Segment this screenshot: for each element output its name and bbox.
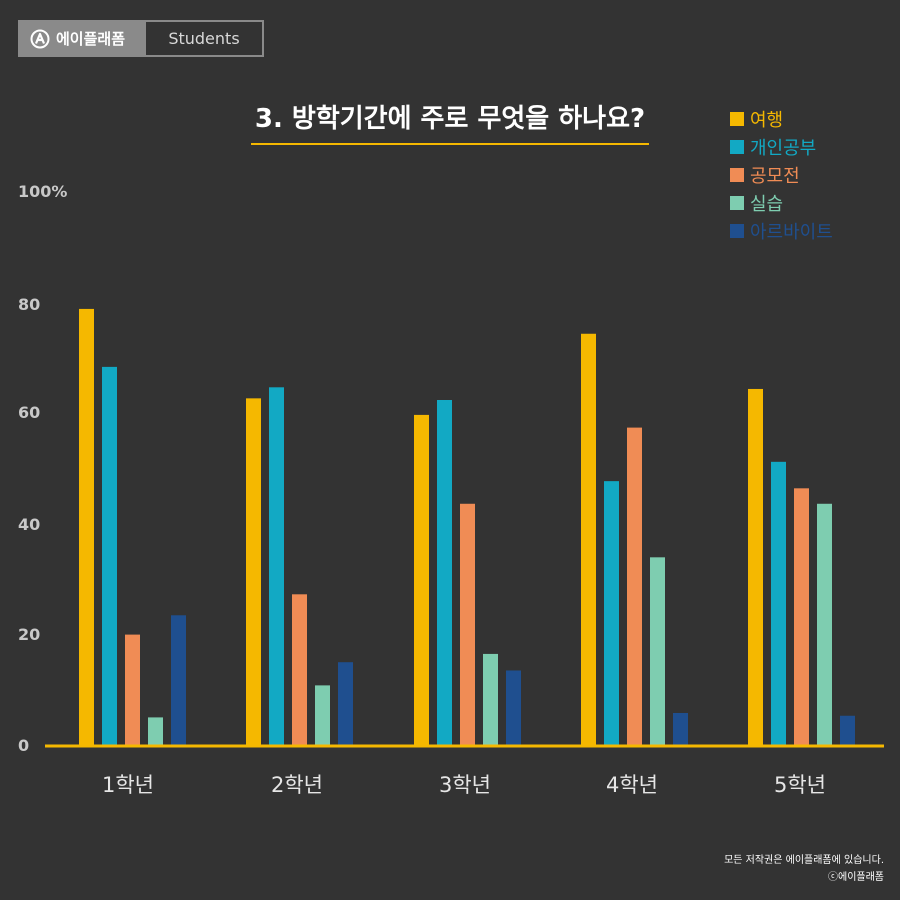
legend-swatch <box>730 196 744 210</box>
legend-swatch <box>730 140 744 154</box>
x-tick-label: 2학년 <box>271 773 323 797</box>
bar <box>794 488 809 745</box>
chart-title: 3. 방학기간에 주로 무엇을 하나요? <box>251 98 649 145</box>
x-tick-label: 3학년 <box>439 773 491 797</box>
bar <box>650 557 665 745</box>
y-tick-label: 40 <box>18 515 41 534</box>
bar <box>506 670 521 745</box>
legend-swatch <box>730 112 744 126</box>
legend-item-self-study: 개인공부 <box>730 133 833 161</box>
bar <box>246 398 261 745</box>
y-tick-label: 20 <box>18 625 41 644</box>
bar <box>771 461 786 745</box>
legend-swatch <box>730 168 744 182</box>
bar <box>483 653 498 745</box>
bar <box>315 685 330 745</box>
x-tick-label: 4학년 <box>606 773 658 797</box>
bar <box>840 715 855 745</box>
bar <box>148 717 163 745</box>
y-tick-label: 0 <box>18 736 30 755</box>
bar <box>414 414 429 745</box>
brand-section-label: Students <box>168 29 240 48</box>
y-tick-label: 100% <box>18 182 68 201</box>
legend-swatch <box>730 224 744 238</box>
bar <box>269 387 284 745</box>
bar <box>102 366 117 745</box>
footer-rights-text: 모든 저작권은 에이플래폼에 있습니다. <box>724 855 884 866</box>
legend-item-contest: 공모전 <box>730 161 833 189</box>
legend-label: 실습 <box>750 194 784 215</box>
bar <box>748 388 763 745</box>
legend-item-practice: 실습 <box>730 189 833 217</box>
bar <box>292 594 307 745</box>
bar <box>79 308 94 745</box>
chart-legend: 여행 개인공부 공모전 실습 아르바이트 <box>730 105 833 245</box>
legend-label: 개인공부 <box>750 138 817 159</box>
circle-a-logo-icon <box>30 29 50 48</box>
legend-label: 아르바이트 <box>750 222 833 243</box>
x-tick-label: 5학년 <box>774 773 826 797</box>
bar <box>817 503 832 745</box>
x-tick-label: 1학년 <box>102 773 154 797</box>
legend-label: 공모전 <box>750 166 800 187</box>
bar <box>604 481 619 745</box>
y-tick-label: 80 <box>18 295 41 314</box>
brand-header: 에이플래폼 Students <box>18 20 264 57</box>
legend-item-part-time: 아르바이트 <box>730 217 833 245</box>
brand-logo-block: 에이플래폼 <box>20 22 146 55</box>
bar <box>627 427 642 745</box>
bar <box>125 634 140 745</box>
y-tick-label: 60 <box>18 403 41 422</box>
bar <box>437 400 452 745</box>
bar <box>581 333 596 745</box>
bar-group <box>79 308 855 745</box>
brand-name: 에이플래폼 <box>56 30 126 48</box>
bar <box>460 503 475 745</box>
legend-label: 여행 <box>750 110 784 131</box>
bar <box>673 712 688 745</box>
footer-copyright-text: ⓒ에이플래폼 <box>828 872 884 883</box>
bar <box>338 662 353 745</box>
bar <box>171 615 186 745</box>
footer-copyright: 모든 저작권은 에이플래폼에 있습니다. ⓒ에이플래폼 <box>724 852 884 886</box>
legend-item-travel: 여행 <box>730 105 833 133</box>
